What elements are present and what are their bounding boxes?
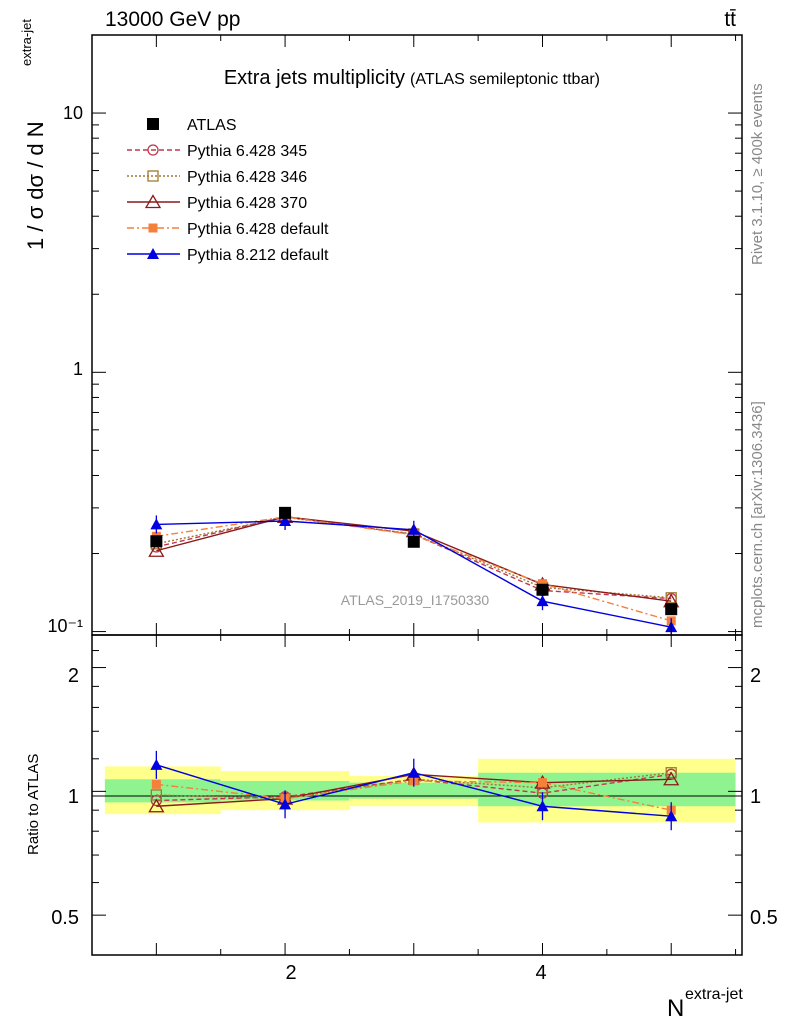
ratio-panel-frame xyxy=(91,634,743,956)
legend-marker-pythia-8-212-default xyxy=(147,248,159,259)
ratio-band-inner xyxy=(349,782,479,799)
legend-marker-pythia-6-428-default xyxy=(148,223,158,233)
main-axis-ticks xyxy=(92,34,742,635)
marker-pythia-6-428-default xyxy=(537,579,547,589)
legend-label-pythia-6-428-default: Pythia 6.428 default xyxy=(187,221,329,238)
ratio-series-group xyxy=(148,750,680,831)
ratio-band-inner xyxy=(104,779,221,803)
ratio-marker-pythia-8-212-default xyxy=(536,800,549,812)
ratio-marker-pythia-6-428-370 xyxy=(148,798,165,813)
legend-marker-atlas xyxy=(147,118,159,130)
main-y-axis-label-text: 1 / σ dσ / d N xyxy=(23,121,48,250)
legend-marker-pythia-6-428-370 xyxy=(144,194,162,209)
marker-atlas xyxy=(407,535,420,548)
main-ytick-label-0.1: 10⁻¹ xyxy=(47,616,83,636)
mcplots-label: mcplots.cern.ch [arXiv:1306.3436] xyxy=(749,401,766,628)
series-line-pythia-6-428-345 xyxy=(156,515,672,600)
ratio-line-pythia-6-428-346 xyxy=(156,772,672,800)
legend-label-pythia-6-428-345: Pythia 6.428 345 xyxy=(187,143,307,160)
ratio-ytick-label-1-right: 1 xyxy=(750,786,761,808)
ratio-ytick-label-1-left: 1 xyxy=(68,786,79,808)
marker-pythia-8-212-default xyxy=(407,523,420,535)
ratio-axis-ticks xyxy=(92,634,742,956)
xtick-label-4: 4 xyxy=(535,962,546,984)
process-label: tt̄ xyxy=(724,8,736,31)
rivet-label: Rivet 3.1.10, ≥ 400k events xyxy=(749,83,766,265)
x-axis-label-sup: extra-jet xyxy=(685,986,743,1003)
ratio-marker-pythia-8-212-default xyxy=(407,766,420,778)
legend-label-pythia-8-212-default: Pythia 8.212 default xyxy=(187,247,329,264)
marker-atlas xyxy=(536,583,549,596)
legend-marker-pythia-6-428-346 xyxy=(147,170,159,182)
ratio-marker-pythia-8-212-default xyxy=(150,758,163,770)
marker-pythia-6-428-346 xyxy=(665,592,677,604)
main-y-axis-label: 1 / σ dσ / d N extra-jet xyxy=(19,19,48,250)
main-ytick-label-10: 10 xyxy=(63,103,83,123)
main-y-axis-label-sup: extra-jet xyxy=(19,19,34,66)
ratio-marker-pythia-6-428-346 xyxy=(665,767,677,779)
ratio-marker-pythia-8-212-default xyxy=(665,810,678,822)
main-title: Extra jets multiplicity xyxy=(224,67,405,89)
ratio-y-axis-label: Ratio to ATLAS xyxy=(25,754,42,855)
marker-pythia-8-212-default xyxy=(536,595,549,607)
legend-marker-pythia-6-428-345 xyxy=(147,144,159,156)
legend-label-pythia-6-428-370: Pythia 6.428 370 xyxy=(187,195,307,212)
marker-pythia-8-212-default xyxy=(279,514,292,526)
x-axis-label: N xyxy=(667,995,684,1022)
marker-pythia-8-212-default xyxy=(150,518,163,530)
legend-label-atlas: ATLAS xyxy=(187,117,237,134)
energy-label: 13000 GeV pp xyxy=(105,8,240,31)
legend: ATLAS Pythia 6.428 345 Pythia 6.428 346 Pyt… xyxy=(127,117,329,264)
ratio-marker-pythia-6-428-370 xyxy=(663,771,680,786)
ratio-uncertainty-bands xyxy=(104,758,736,823)
marker-pythia-6-428-370 xyxy=(148,542,165,557)
ratio-ytick-label-2-right: 2 xyxy=(750,665,761,687)
main-ytick-label-1: 1 xyxy=(73,359,83,379)
marker-atlas xyxy=(150,535,163,548)
xtick-label-2: 2 xyxy=(285,962,296,984)
ratio-ytick-label-0.5-left: 0.5 xyxy=(51,907,79,929)
main-series-group xyxy=(148,506,680,635)
marker-atlas xyxy=(279,506,292,519)
marker-atlas xyxy=(665,603,678,616)
main-subtitle: (ATLAS semileptonic ttbar) xyxy=(410,71,600,88)
ratio-marker-pythia-6-428-default xyxy=(537,778,547,788)
ratio-marker-pythia-8-212-default xyxy=(279,798,292,810)
ratio-ytick-label-0.5-right: 0.5 xyxy=(750,907,778,929)
ratio-marker-pythia-6-428-default xyxy=(151,779,161,789)
ratio-band-inner xyxy=(478,772,736,807)
legend-label-pythia-6-428-346: Pythia 6.428 346 xyxy=(187,169,307,186)
watermark-label: ATLAS_2019_I1750330 xyxy=(341,592,490,608)
ratio-ytick-label-2-left: 2 xyxy=(68,665,79,687)
